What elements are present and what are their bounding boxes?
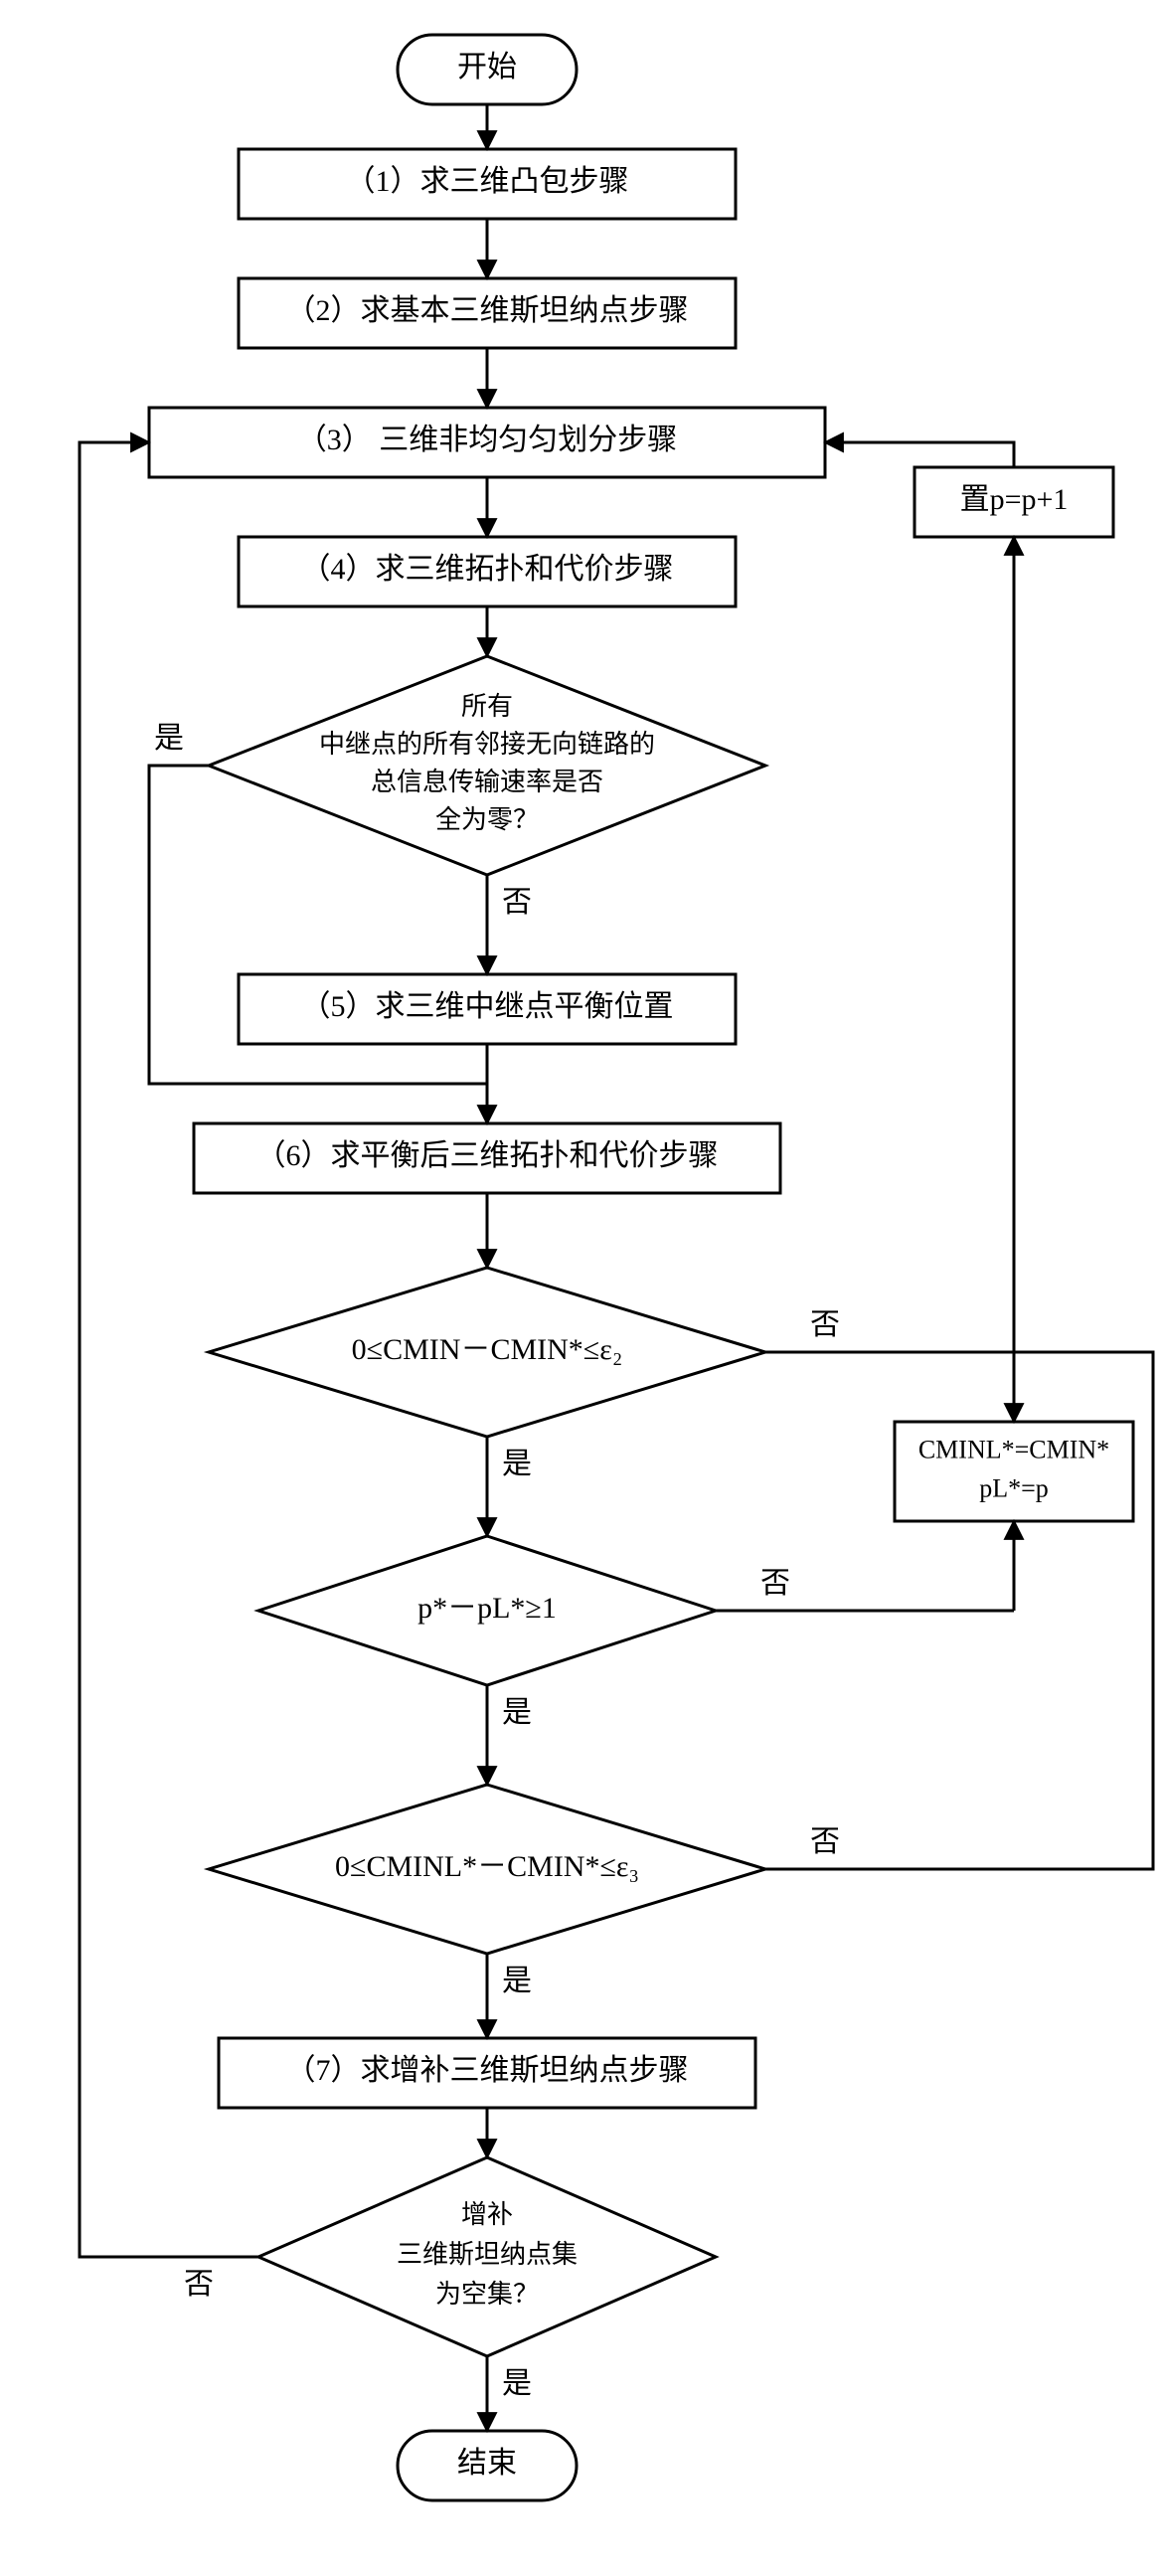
svg-text:否: 否	[810, 1308, 840, 1341]
svg-text:否: 否	[810, 1825, 840, 1858]
start-terminal-label: 开始	[457, 51, 517, 84]
svg-text:三维斯坦纳点集: 三维斯坦纳点集	[397, 2240, 578, 2269]
step3-box-label: （3） 三维非均匀匀划分步骤	[297, 424, 678, 456]
svg-text:为空集？: 为空集？	[435, 2280, 539, 2309]
svg-text:p*－pL*≥1: p*－pL*≥1	[417, 1592, 557, 1625]
svg-text:0≤CMIN－CMIN*≤ε₂: 0≤CMIN－CMIN*≤ε₂	[352, 1333, 623, 1366]
svg-text:否: 否	[502, 886, 532, 919]
svg-text:CMINL*=CMIN*: CMINL*=CMIN*	[918, 1435, 1109, 1463]
step4-box-label: （4）求三维拓扑和代价步骤	[301, 553, 674, 586]
svg-text:所有: 所有	[461, 692, 513, 721]
svg-text:总信息传输速率是否: 总信息传输速率是否	[371, 768, 603, 796]
svg-text:是: 是	[502, 1448, 532, 1480]
svg-text:否: 否	[760, 1567, 790, 1600]
svg-text:pL*=p: pL*=p	[979, 1473, 1049, 1502]
step6-box-label: （6）求平衡后三维拓扑和代价步骤	[256, 1139, 719, 1172]
svg-text:中继点的所有邻接无向链路的: 中继点的所有邻接无向链路的	[319, 730, 655, 759]
svg-text:是: 是	[502, 1965, 532, 1997]
svg-text:是: 是	[154, 722, 184, 755]
svg-text:是: 是	[502, 2367, 532, 2400]
set-p-box-label: 置p=p+1	[960, 483, 1069, 516]
flowchart-diagram: 开始 （1）求三维凸包步骤 （2）求基本三维斯坦纳点步骤 （3） 三维非均匀匀划分步骤…	[20, 20, 1164, 2556]
svg-text:否: 否	[184, 2268, 214, 2301]
svg-text:全为零？: 全为零？	[435, 805, 539, 834]
svg-text:是: 是	[502, 1696, 532, 1729]
svg-text:0≤CMINL*－CMIN*≤ε₃: 0≤CMINL*－CMIN*≤ε₃	[335, 1850, 639, 1883]
step1-box-label: （1）求三维凸包步骤	[346, 165, 629, 198]
step2-box-label: （2）求基本三维斯坦纳点步骤	[286, 294, 689, 327]
decision1-diamond	[209, 656, 765, 875]
end-terminal-label: 结束	[457, 2447, 517, 2480]
step5-box-label: （5）求三维中继点平衡位置	[301, 990, 674, 1023]
svg-text:增补: 增补	[461, 2200, 513, 2229]
step7-box-label: （7）求增补三维斯坦纳点步骤	[286, 2054, 689, 2087]
